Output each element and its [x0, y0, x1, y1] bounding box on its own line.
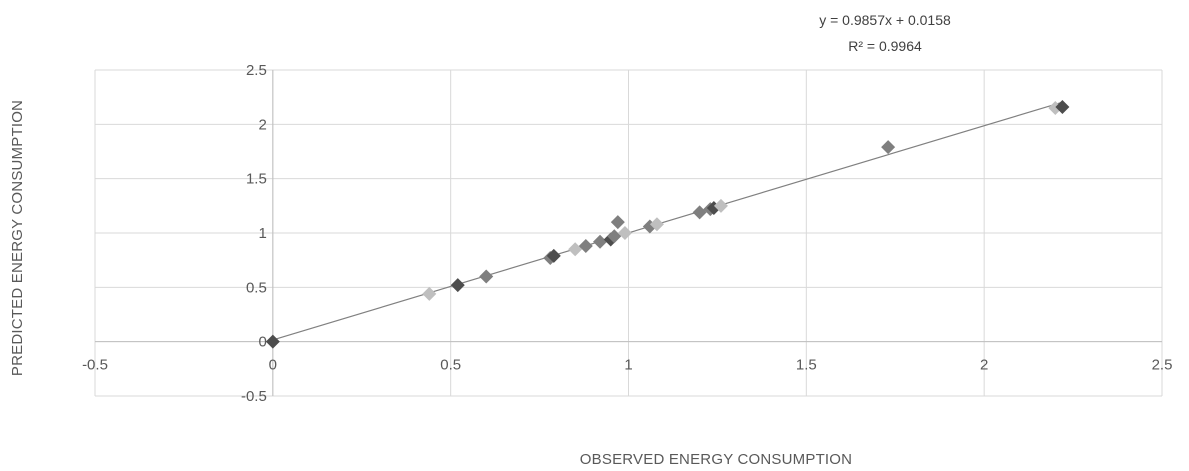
- tick-labels: -0.5 0 0.5 1 1.5 2 2.5-0.500.511.522.5: [82, 62, 1172, 405]
- x-tick-label: -0.5: [82, 357, 108, 374]
- x-tick-label: 0.5: [440, 357, 461, 374]
- data-point: [546, 248, 561, 263]
- y-axis-title: PREDICTED ENERGY CONSUMPTION: [9, 100, 26, 376]
- data-point: [610, 215, 625, 230]
- data-point: [450, 278, 465, 293]
- data-point: [692, 205, 707, 220]
- trendline-r-squared: R² = 0.9964: [848, 38, 922, 54]
- y-tick-label: -0.5: [241, 388, 267, 405]
- y-tick-label: 2: [258, 116, 266, 133]
- y-tick-label: 0.5: [246, 279, 267, 296]
- data-point: [1055, 99, 1070, 114]
- data-point: [713, 198, 728, 213]
- trendline-equation: y = 0.9857x + 0.0158: [819, 12, 951, 28]
- x-tick-label: 2.5: [1152, 357, 1173, 374]
- trendline: [272, 101, 1063, 341]
- y-tick-label: 1.5: [246, 171, 267, 188]
- data-point: [881, 140, 896, 155]
- data-point: [607, 229, 622, 244]
- data-point: [593, 234, 608, 249]
- x-tick-label: 1: [624, 357, 632, 374]
- data-points: [265, 99, 1070, 349]
- data-point: [578, 239, 593, 254]
- data-point: [422, 286, 437, 301]
- y-tick-label: 0: [258, 334, 266, 351]
- x-tick-label: 1.5: [796, 357, 817, 374]
- x-tick-label: 0: [269, 357, 277, 374]
- data-point: [479, 269, 494, 284]
- x-axis-title: OBSERVED ENERGY CONSUMPTION: [580, 451, 852, 466]
- data-point: [568, 242, 583, 257]
- data-point: [649, 217, 664, 232]
- x-tick-label: 2: [980, 357, 988, 374]
- data-point: [265, 334, 280, 349]
- y-tick-label: 2.5: [246, 62, 267, 79]
- data-point: [617, 226, 632, 240]
- y-tick-label: 1: [258, 225, 266, 242]
- trendline-group: [272, 101, 1063, 341]
